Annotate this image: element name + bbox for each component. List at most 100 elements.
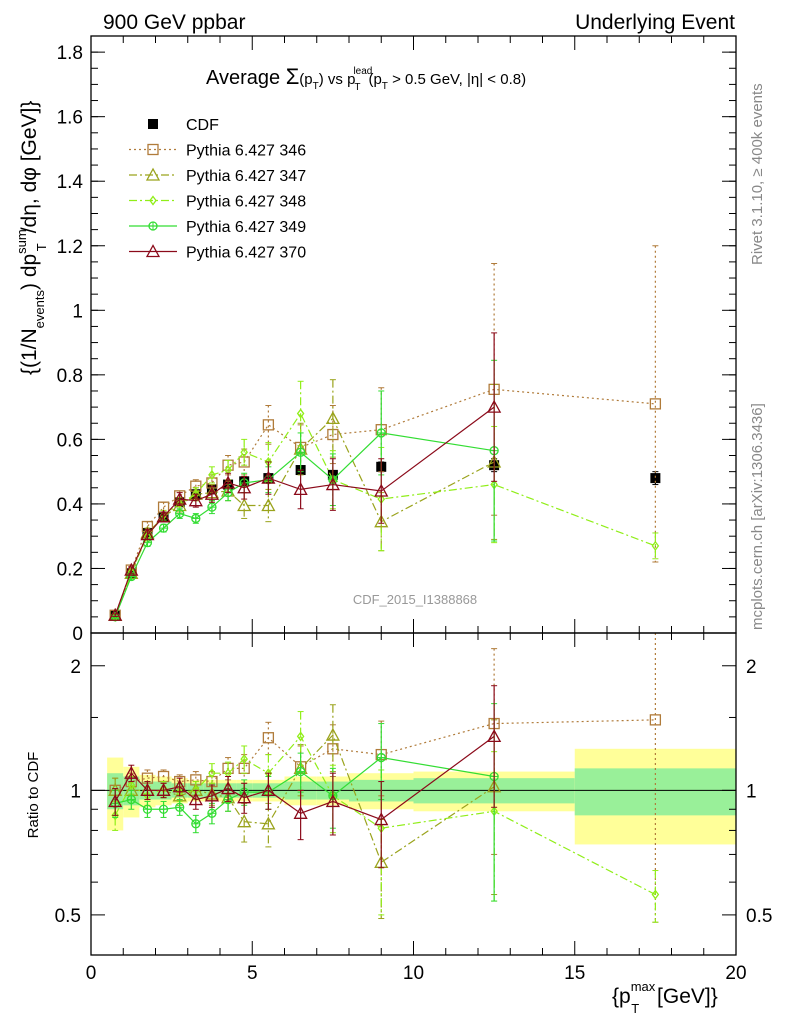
series-line-p348 <box>114 412 656 618</box>
ratio-point <box>204 788 220 802</box>
data-point <box>325 477 340 491</box>
y-tick-label: 1.6 <box>57 108 83 129</box>
series-line-p347 <box>114 417 495 616</box>
legend-marker <box>149 195 157 206</box>
data-point <box>140 527 155 541</box>
ratio-point <box>172 779 187 793</box>
data-point <box>172 491 187 505</box>
ratio-point <box>649 714 662 726</box>
generated-marks: 0 0.2 0.4 0.6 0.8 1 1.2 1.4 1.6 1.8 0 5 10 15 20 0.5 0.5… <box>55 35 772 984</box>
legend-marker <box>148 119 158 129</box>
y-tick-label: 1 <box>72 301 83 322</box>
rivet-label: Rivet 3.1.10, ≥ 400k events <box>749 83 766 265</box>
ratio-band-inner <box>574 768 736 816</box>
legend: CDF Pythia 6.427 346 Pythia 6.427 347 Pythi… <box>129 117 306 262</box>
legend-item-p370: Pythia 6.427 370 <box>129 244 306 262</box>
ratio-point <box>487 729 502 743</box>
x-tick-label: 5 <box>247 963 258 984</box>
data-point <box>204 486 220 500</box>
legend-label: Pythia 6.427 347 <box>186 168 306 185</box>
data-point <box>208 469 216 480</box>
legend-item-p348: Pythia 6.427 348 <box>129 194 306 211</box>
y-tick-label: 1.2 <box>57 237 83 258</box>
ratio-point <box>220 781 236 795</box>
data-point <box>296 408 305 419</box>
header-right: Underlying Event <box>575 11 735 34</box>
ratio-y-tick-label-right: 2 <box>746 657 757 678</box>
x-tick-label: 20 <box>725 963 746 984</box>
legend-marker <box>145 244 161 258</box>
data-point <box>108 607 123 621</box>
y-tick-label: 0.8 <box>57 366 83 387</box>
ratio-point <box>108 794 123 808</box>
data-point <box>237 480 252 494</box>
ratio-point <box>188 792 203 806</box>
ratio-point <box>325 727 340 741</box>
ratio-point <box>293 805 308 819</box>
data-point <box>262 419 275 431</box>
series-p370 <box>108 332 502 621</box>
y-tick-label: 1.8 <box>57 43 83 64</box>
ratio-y-tick-label: 0.5 <box>55 906 81 927</box>
legend-label: Pythia 6.427 346 <box>186 143 306 160</box>
legend-label: CDF <box>186 117 219 134</box>
series-line-p370 <box>114 406 495 616</box>
ratio-y-tick-label: 1 <box>70 781 81 802</box>
analysis-watermark: CDF_2015_I1388868 <box>353 592 477 607</box>
y-tick-label: 0.4 <box>57 495 84 516</box>
ratio-point <box>140 782 155 796</box>
data-point <box>240 447 248 458</box>
data-point <box>237 498 252 512</box>
ratio-point <box>240 753 248 765</box>
ratio-y-tick-label: 2 <box>70 657 81 678</box>
legend-marker <box>145 167 161 181</box>
data-point <box>124 562 139 576</box>
ratio-point <box>325 794 340 808</box>
data-point <box>261 470 276 484</box>
data-point <box>293 482 308 496</box>
ratio-point <box>127 779 136 791</box>
series-line-p346 <box>114 388 656 616</box>
y-tick-label: 1.4 <box>57 172 84 193</box>
data-point <box>156 509 171 523</box>
ratio-point <box>296 731 305 742</box>
legend-item-p349: Pythia 6.427 349 <box>129 219 306 236</box>
mcplots-label: mcplots.cern.ch [arXiv:1306.3436] <box>749 403 766 630</box>
legend-label: Pythia 6.427 349 <box>186 219 306 236</box>
series-line-p349 <box>114 432 495 618</box>
legend-marker <box>147 143 159 156</box>
ratio-point <box>261 816 276 830</box>
data-point <box>487 399 502 413</box>
header-left: 900 GeV ppbar <box>103 11 245 34</box>
ratio-point <box>374 812 389 826</box>
legend-item-p346: Pythia 6.427 346 <box>129 143 306 160</box>
data-point <box>650 473 661 484</box>
data-point <box>188 493 203 507</box>
ratio-series-p370 <box>108 685 502 869</box>
x-tick-label: 0 <box>86 963 97 984</box>
legend-label: Pythia 6.427 370 <box>186 245 306 262</box>
x-tick-label: 10 <box>403 963 424 984</box>
x-axis-label: {pmax T [GeV]} <box>612 979 718 1016</box>
data-point <box>649 398 662 410</box>
ratio-point <box>651 889 660 900</box>
legend-item-cdf: CDF <box>148 117 219 134</box>
ratio-point <box>237 814 252 828</box>
data-point <box>261 498 276 512</box>
data-point <box>175 498 184 510</box>
chart-title: Average Σ(pT) vs plead T (pT > 0.5 GeV, |η… <box>206 64 526 93</box>
ratio-point <box>261 782 276 796</box>
ratio-point <box>156 782 171 796</box>
ratio-point <box>237 790 252 804</box>
ratio-y-tick-label-right: 1 <box>746 781 757 802</box>
ratio-y-tick-label-right: 0.5 <box>746 906 772 927</box>
ratio-y-axis-label: Ratio to CDF <box>25 752 42 839</box>
y-axis-label: {(1/Nevents) dpsum T/dη, dφ [GeV]} <box>14 101 49 375</box>
data-point <box>651 540 660 551</box>
ratio-point <box>262 732 275 744</box>
y-tick-label: 0.2 <box>57 559 83 580</box>
ratio-point <box>111 810 119 821</box>
x-tick-label: 15 <box>564 963 585 984</box>
series-p347 <box>108 379 502 621</box>
